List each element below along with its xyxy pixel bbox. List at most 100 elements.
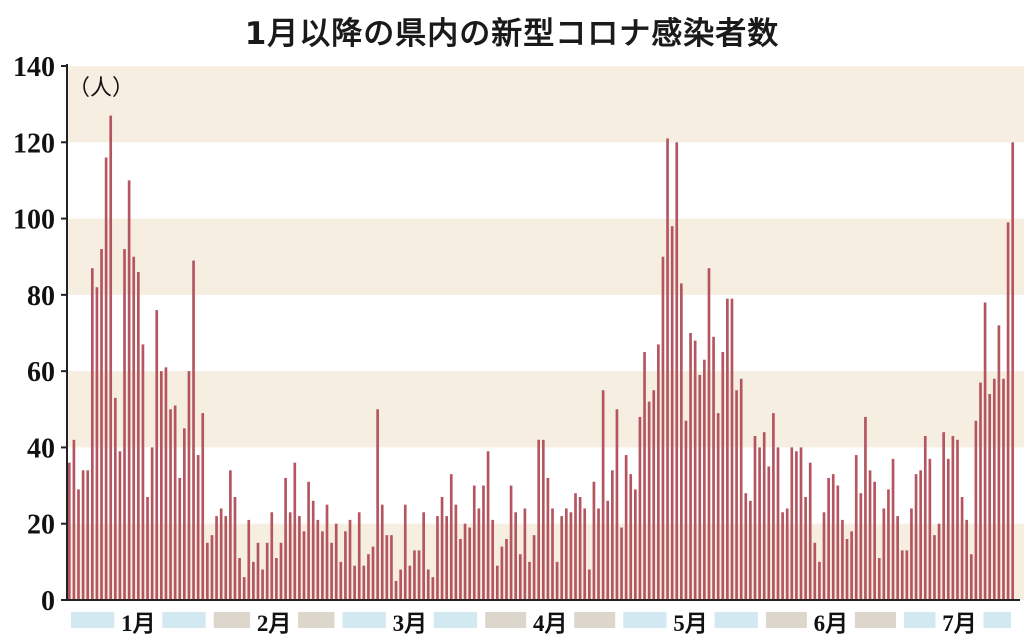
bar <box>86 470 90 600</box>
bar <box>252 561 255 600</box>
bar <box>440 497 444 600</box>
bar <box>509 485 513 600</box>
bar <box>670 226 674 600</box>
bar <box>247 519 251 600</box>
bar <box>339 561 343 600</box>
month-label: 7月 <box>942 611 977 636</box>
bar <box>334 523 338 600</box>
bar <box>532 535 536 600</box>
bar <box>896 516 899 600</box>
grid-band <box>67 218 1024 295</box>
y-tick-label: 100 <box>13 205 55 236</box>
bar <box>785 508 789 600</box>
bar <box>183 428 186 600</box>
bar <box>261 569 264 600</box>
month-label-bg <box>935 606 984 636</box>
grid-band <box>67 371 1024 448</box>
bar <box>454 504 458 600</box>
bar <box>652 390 656 600</box>
bar <box>574 493 577 600</box>
bar <box>859 493 863 600</box>
bar <box>827 477 830 600</box>
bar <box>459 538 462 600</box>
bar <box>81 470 85 600</box>
bar <box>541 439 545 600</box>
bar <box>767 466 771 600</box>
bar <box>928 458 932 600</box>
bar <box>486 451 490 600</box>
bar <box>969 554 973 600</box>
bar <box>132 256 136 600</box>
bar <box>362 565 366 600</box>
bar <box>67 462 71 600</box>
bar <box>772 413 775 600</box>
bar <box>905 550 909 600</box>
bar <box>790 447 794 600</box>
bar <box>155 310 159 600</box>
bar <box>523 508 527 600</box>
bar <box>891 458 895 600</box>
bar <box>726 298 729 600</box>
bar <box>150 447 154 600</box>
unit-label: （人） <box>68 76 134 101</box>
bar <box>546 477 550 600</box>
bar <box>367 554 370 600</box>
bar <box>178 477 182 600</box>
bar <box>201 413 205 600</box>
bar <box>992 378 996 600</box>
bar <box>284 477 287 600</box>
bar <box>127 180 131 600</box>
y-tick-label: 140 <box>13 52 55 83</box>
bar <box>914 474 918 600</box>
month-label: 2月 <box>257 611 292 636</box>
bar <box>477 508 481 600</box>
bar <box>845 538 849 600</box>
bar <box>730 298 734 600</box>
bar <box>449 474 453 600</box>
bar <box>1002 378 1005 600</box>
bar <box>219 508 223 600</box>
bar <box>321 531 324 600</box>
bar <box>426 569 430 600</box>
month-label-bg <box>806 606 855 636</box>
bar <box>680 283 683 600</box>
bar <box>666 138 669 600</box>
bar <box>611 470 614 600</box>
bar <box>468 527 472 600</box>
bar <box>270 512 274 600</box>
bar <box>173 405 177 600</box>
bar <box>164 367 168 600</box>
bar <box>606 500 610 600</box>
bar <box>537 439 541 600</box>
bar <box>661 256 665 600</box>
grid-band <box>67 66 1024 143</box>
bar <box>380 504 384 600</box>
bar <box>206 542 209 600</box>
bar <box>500 546 504 600</box>
bar <box>703 359 706 600</box>
bar <box>95 287 99 600</box>
bar <box>634 489 637 600</box>
month-label: 5月 <box>673 611 708 636</box>
bar <box>137 271 140 600</box>
bar <box>946 458 950 600</box>
bar <box>735 390 738 600</box>
bar <box>836 485 840 600</box>
bar <box>104 157 108 601</box>
bar <box>960 497 964 600</box>
bar-series <box>67 115 1015 601</box>
bar <box>555 561 559 600</box>
bar <box>951 435 955 600</box>
bar <box>210 535 214 600</box>
bar <box>615 409 619 600</box>
month-label-bg <box>526 606 575 636</box>
bar <box>100 249 103 600</box>
bar <box>707 268 711 600</box>
bar <box>578 497 582 600</box>
bar <box>753 435 757 600</box>
bar <box>877 558 881 600</box>
month-label: 4月 <box>533 611 568 636</box>
bar <box>109 115 113 600</box>
bar <box>749 500 752 600</box>
